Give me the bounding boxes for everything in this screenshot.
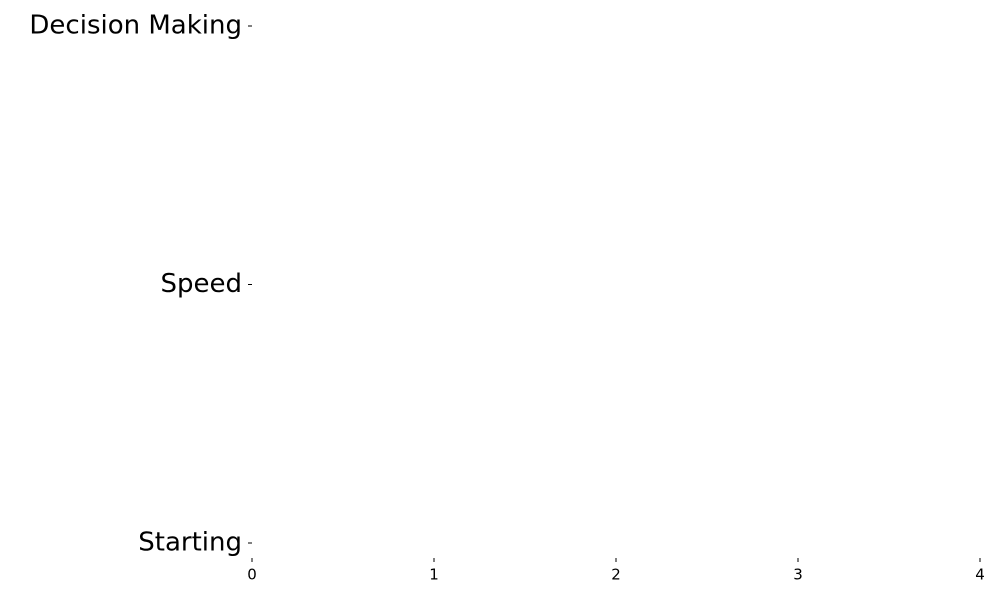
x-tick-label: 4 — [975, 566, 985, 584]
y-tick-label: Starting — [138, 528, 242, 558]
x-tick-label: 0 — [247, 566, 257, 584]
x-tick-label: 3 — [793, 566, 803, 584]
y-tick-label: Speed — [160, 269, 242, 299]
x-tick-label: 1 — [429, 566, 439, 584]
x-tick-label: 2 — [611, 566, 621, 584]
y-tick-label: Decision Making — [29, 11, 242, 41]
